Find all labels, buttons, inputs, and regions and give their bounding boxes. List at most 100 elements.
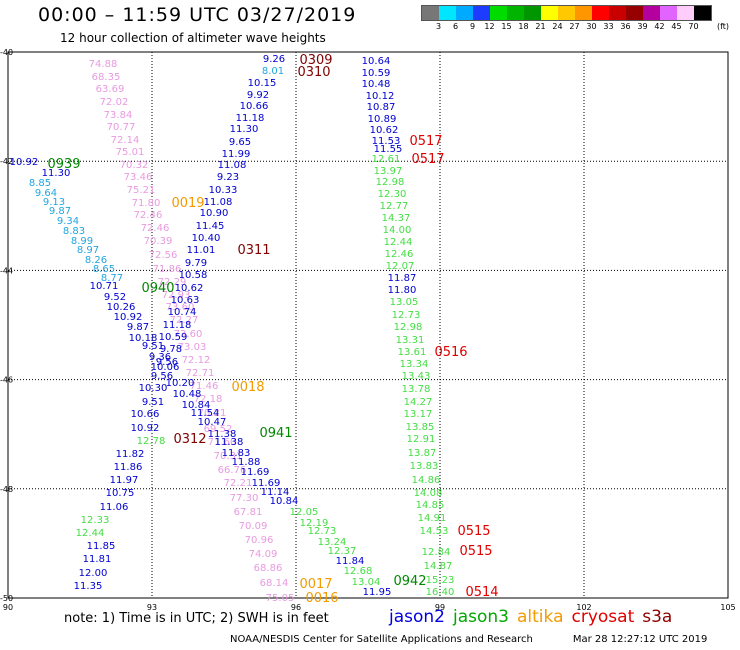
wave-height-reading: 11.06 bbox=[100, 502, 129, 513]
pass-time-label: 0942 bbox=[393, 574, 426, 589]
wave-height-reading: 10.59 bbox=[362, 68, 391, 79]
wave-height-reading: 11.99 bbox=[222, 149, 251, 160]
wave-height-reading: 13.04 bbox=[352, 577, 381, 588]
wave-height-reading: 9.52 bbox=[104, 292, 126, 303]
legend-jason3: jason3 bbox=[453, 607, 509, 627]
scale-label: 33 bbox=[603, 22, 614, 31]
map-subtitle: 12 hour collection of altimeter wave hei… bbox=[60, 31, 326, 45]
wave-height-reading: 72.14 bbox=[111, 135, 140, 146]
wave-height-reading: 10.48 bbox=[362, 79, 391, 90]
pass-time-label: 0515 bbox=[459, 544, 492, 559]
wave-height-reading: 10.40 bbox=[192, 233, 221, 244]
wave-height-reading: 73.84 bbox=[104, 110, 133, 121]
scale-label: 30 bbox=[586, 22, 597, 31]
wave-height-reading: 10.15 bbox=[248, 78, 277, 89]
wave-height-reading: 73.60 bbox=[166, 302, 195, 313]
satellite-legend: jason2 jason3 altika cryosat s3a bbox=[389, 607, 680, 627]
wave-height-reading: 11.88 bbox=[232, 457, 261, 468]
wave-height-reading: 11.18 bbox=[163, 320, 192, 331]
scale-label: 36 bbox=[620, 22, 631, 31]
wave-height-reading: 8.83 bbox=[63, 226, 85, 237]
scale-label: 3 bbox=[435, 22, 442, 31]
wave-height-reading: 12.37 bbox=[328, 546, 357, 557]
wave-height-reading: 11.45 bbox=[196, 221, 225, 232]
wave-height-reading: 70.77 bbox=[107, 122, 136, 133]
credit-timestamp: Mar 28 12:27:12 UTC 2019 bbox=[572, 634, 708, 645]
pass-time-label: 0018 bbox=[231, 380, 264, 395]
wave-height-reading: 71.46 bbox=[190, 381, 219, 392]
wave-height-reading: 13.34 bbox=[400, 359, 429, 370]
scale-label: 15 bbox=[501, 22, 512, 31]
wave-height-reading: 8.85 bbox=[29, 178, 51, 189]
wave-height-reading: 10.75 bbox=[106, 488, 135, 499]
wave-height-reading: 11.95 bbox=[363, 587, 392, 598]
wave-height-reading: 10.18 bbox=[129, 333, 158, 344]
wave-height-reading: 77.30 bbox=[230, 493, 259, 504]
scale-unit: (ft) bbox=[716, 22, 730, 31]
wave-height-reading: 12.00 bbox=[79, 568, 108, 579]
wave-height-reading: 8.26 bbox=[85, 255, 107, 266]
wave-height-reading: 11.69 bbox=[241, 467, 270, 478]
wave-height-reading: 70.32 bbox=[120, 160, 149, 171]
wave-height-reading: 12.68 bbox=[344, 566, 373, 577]
wave-height-reading: 10.12 bbox=[366, 91, 395, 102]
map-note: note: 1) Time is in UTC; 2) SWH is in fe… bbox=[64, 611, 329, 626]
wave-height-reading: 12.73 bbox=[308, 526, 337, 537]
scale-swatch bbox=[541, 6, 558, 20]
wave-height-reading: 14.37 bbox=[382, 213, 411, 224]
wave-height-reading: 13.24 bbox=[318, 537, 347, 548]
latitude-tick-label: -46 bbox=[0, 376, 13, 385]
wave-height-reading: 8.77 bbox=[101, 273, 123, 284]
wave-height-reading: 11.82 bbox=[116, 449, 145, 460]
wave-height-reading: 11.55 bbox=[374, 144, 403, 155]
legend-altika: altika bbox=[517, 607, 564, 627]
latitude-tick-label: -42 bbox=[0, 157, 13, 166]
wave-height-reading: 9.23 bbox=[217, 172, 239, 183]
wave-height-reading: 70.39 bbox=[144, 236, 173, 247]
wave-height-reading: 10.30 bbox=[139, 383, 168, 394]
wave-height-reading: 10.47 bbox=[198, 417, 227, 428]
pass-time-label: 0016 bbox=[305, 591, 338, 606]
wave-height-reading: 72.46 bbox=[134, 210, 163, 221]
wave-height-reading: 75.01 bbox=[116, 147, 145, 158]
wave-height-reading: 13.05 bbox=[390, 297, 419, 308]
wave-height-reading: 72.56 bbox=[149, 250, 178, 261]
wave-height-reading: 13.85 bbox=[406, 422, 435, 433]
wave-height-reading: 73.60 bbox=[174, 329, 203, 340]
scale-label: 9 bbox=[469, 22, 476, 31]
wave-height-reading: 11.54 bbox=[191, 408, 220, 419]
wave-height-reading: 14.08 bbox=[414, 488, 443, 499]
wave-height-reading: 72.71 bbox=[186, 368, 215, 379]
scale-label: 39 bbox=[637, 22, 648, 31]
scale-label: 70 bbox=[688, 22, 699, 31]
wave-height-reading: 68.86 bbox=[254, 563, 283, 574]
wave-height-reading: 70.09 bbox=[239, 521, 268, 532]
scale-label: 12 bbox=[484, 22, 495, 31]
pass-time-label: 0019 bbox=[171, 196, 204, 211]
wave-height-reading: 10.89 bbox=[368, 114, 397, 125]
pass-time-label: 0515 bbox=[457, 524, 490, 539]
wave-height-reading: 72.29 bbox=[158, 277, 187, 288]
wave-height-reading: 10.48 bbox=[173, 389, 202, 400]
wave-height-reading: 68.14 bbox=[260, 578, 289, 589]
wave-height-reading: 8.99 bbox=[71, 236, 93, 247]
pass-time-label: 0941 bbox=[259, 426, 292, 441]
wave-height-reading: 10.64 bbox=[362, 56, 391, 67]
wave-height-reading: 73.03 bbox=[178, 342, 207, 353]
wave-height-reading: 72.27 bbox=[170, 315, 199, 326]
wave-height-reading: 11.38 bbox=[208, 429, 237, 440]
wave-height-reading: 12.98 bbox=[394, 322, 423, 333]
wave-height-reading: 71.60 bbox=[208, 437, 237, 448]
legend-jason2: jason2 bbox=[389, 607, 445, 627]
wave-height-reading: 12.44 bbox=[384, 237, 413, 248]
wave-height-reading: 69.52 bbox=[204, 424, 233, 435]
wave-height-reading: 11.30 bbox=[230, 124, 259, 135]
latitude-tick-label: -44 bbox=[0, 266, 13, 275]
wave-height-reading: 11.81 bbox=[83, 554, 112, 565]
wave-height-reading: 12.05 bbox=[290, 507, 319, 518]
scale-swatch bbox=[660, 6, 677, 20]
scale-swatch bbox=[422, 6, 439, 20]
wave-height-reading: 9.87 bbox=[127, 322, 149, 333]
wave-height-reading: 11.80 bbox=[388, 285, 417, 296]
